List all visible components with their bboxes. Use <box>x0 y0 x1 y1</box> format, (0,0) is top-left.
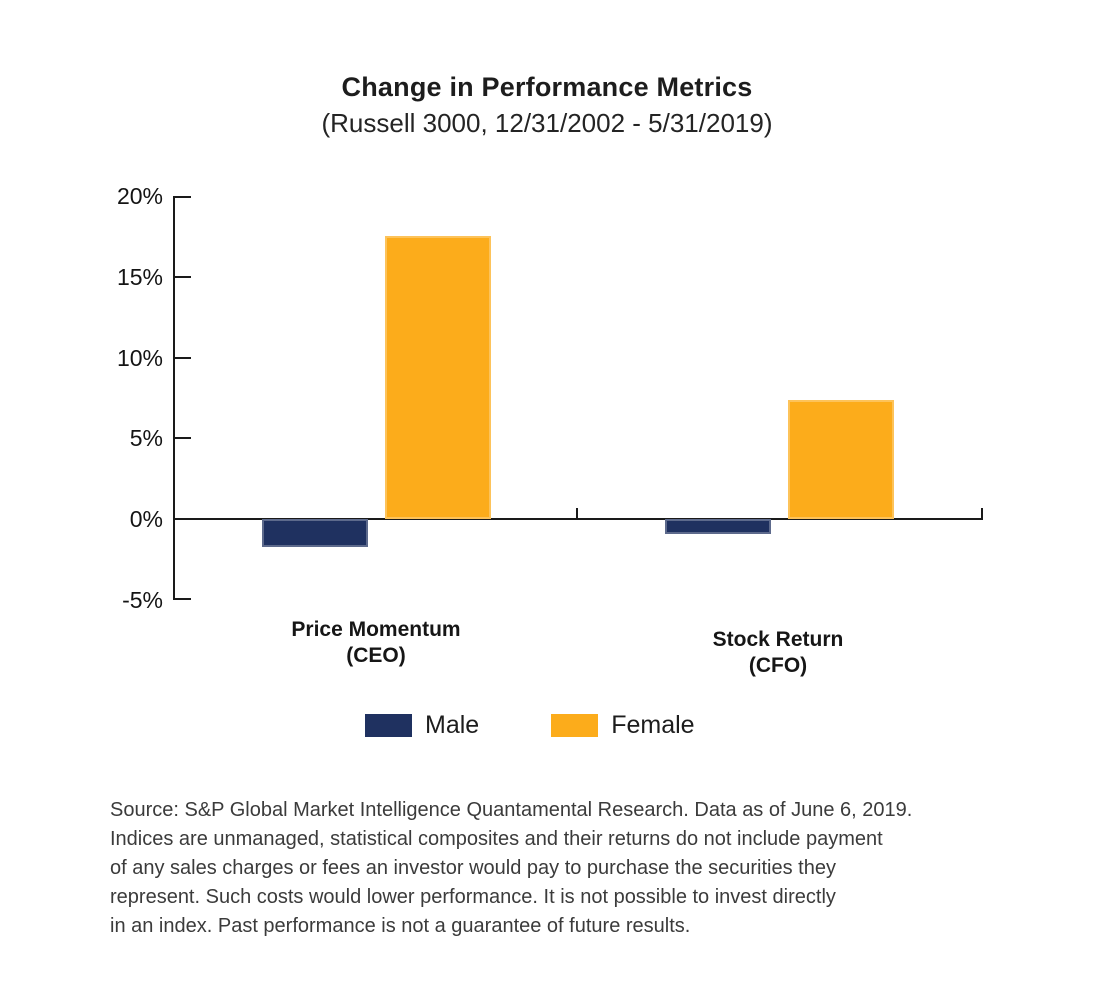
legend: Male Female <box>365 711 695 740</box>
bar-female-price-momentum-ceo <box>384 236 491 520</box>
legend-item-male: Male <box>365 711 479 740</box>
y-tick-label: 15% <box>116 263 163 290</box>
chart-title: Change in Performance Metrics <box>341 72 753 102</box>
y-tick-label: 20% <box>116 183 163 209</box>
y-axis-tick <box>175 356 191 359</box>
legend-swatch-male <box>365 714 412 737</box>
x-axis-baseline <box>173 518 983 521</box>
legend-label-male: Male <box>425 711 480 739</box>
y-axis-tick <box>175 275 191 278</box>
y-tick-label: 5% <box>129 425 163 452</box>
footnote-line: Indices are unmanaged, statistical compo… <box>110 828 883 850</box>
category-label-line1: Price Momentum <box>291 618 461 641</box>
legend-label-female: Female <box>611 711 695 739</box>
legend-swatch-female <box>551 714 599 737</box>
y-axis-line <box>173 196 175 600</box>
x-axis-end-tick <box>981 508 983 520</box>
y-axis-tick <box>175 598 191 600</box>
category-label-price-momentum: Price Momentum (CEO) <box>216 617 536 669</box>
x-axis-divider-tick <box>576 508 578 520</box>
legend-item-female: Female <box>551 711 695 740</box>
category-label-line1: Stock Return <box>712 628 844 651</box>
bar-female-stock-return-cfo <box>787 399 894 520</box>
y-axis-tick <box>175 437 191 440</box>
category-label-stock-return: Stock Return (CFO) <box>618 627 938 679</box>
bar-male-stock-return-cfo <box>664 519 771 534</box>
category-label-line2: (CFO) <box>748 654 808 677</box>
footnote-line: of any sales charges or fees an investor… <box>110 857 836 879</box>
chart-subtitle: (Russell 3000, 12/31/2002 - 5/31/2019) <box>321 108 773 138</box>
source-footnote: Source: S&P Global Market Intelligence Q… <box>110 796 1010 941</box>
footnote-line: represent. Such costs would lower perfor… <box>110 886 836 908</box>
y-tick-label: -5% <box>122 587 163 613</box>
footnote-line: in an index. Past performance is not a g… <box>110 915 691 937</box>
y-axis-tick <box>175 196 191 198</box>
plot-area <box>173 196 983 600</box>
footnote-line: Source: S&P Global Market Intelligence Q… <box>110 799 913 821</box>
bar-male-price-momentum-ceo <box>261 519 368 547</box>
y-tick-label: 10% <box>116 344 163 371</box>
y-tick-label: 0% <box>129 506 163 533</box>
category-label-line2: (CEO) <box>346 644 406 667</box>
